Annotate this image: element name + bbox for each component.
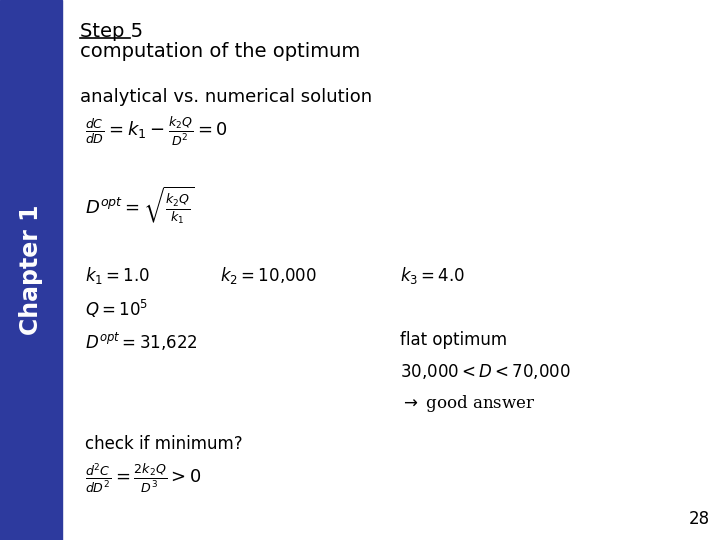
Text: $\rightarrow$ good answer: $\rightarrow$ good answer	[400, 393, 536, 414]
Text: check if minimum?: check if minimum?	[85, 435, 243, 453]
Text: $Q = 10^5$: $Q = 10^5$	[85, 298, 148, 320]
Text: flat optimum: flat optimum	[400, 331, 507, 349]
Text: $D^{opt} = 31{,}622$: $D^{opt} = 31{,}622$	[85, 331, 197, 353]
Bar	[0, 0, 62, 540]
Text: $k_3 = 4.0$: $k_3 = 4.0$	[400, 265, 465, 286]
Text: $\frac{dC}{dD} = k_1 - \frac{k_2 Q}{D^2} = 0$: $\frac{dC}{dD} = k_1 - \frac{k_2 Q}{D^2}…	[85, 115, 228, 148]
Text: 28: 28	[689, 510, 710, 528]
Text: $30{,}000 < D < 70{,}000$: $30{,}000 < D < 70{,}000$	[400, 362, 571, 381]
Text: analytical vs. numerical solution: analytical vs. numerical solution	[80, 88, 372, 106]
Text: Step 5: Step 5	[80, 22, 143, 41]
Text: $\frac{d^2C}{dD^2} = \frac{2k_2 Q}{D^3} > 0$: $\frac{d^2C}{dD^2} = \frac{2k_2 Q}{D^3} …	[85, 462, 202, 495]
Text: computation of the optimum: computation of the optimum	[80, 42, 360, 61]
Text: $D^{opt} = \sqrt{\frac{k_2 Q}{k_1}}$: $D^{opt} = \sqrt{\frac{k_2 Q}{k_1}}$	[85, 185, 195, 227]
Text: Chapter 1: Chapter 1	[19, 205, 43, 335]
Text: $k_2 = 10{,}000$: $k_2 = 10{,}000$	[220, 265, 317, 286]
Text: $k_1 = 1.0$: $k_1 = 1.0$	[85, 265, 150, 286]
